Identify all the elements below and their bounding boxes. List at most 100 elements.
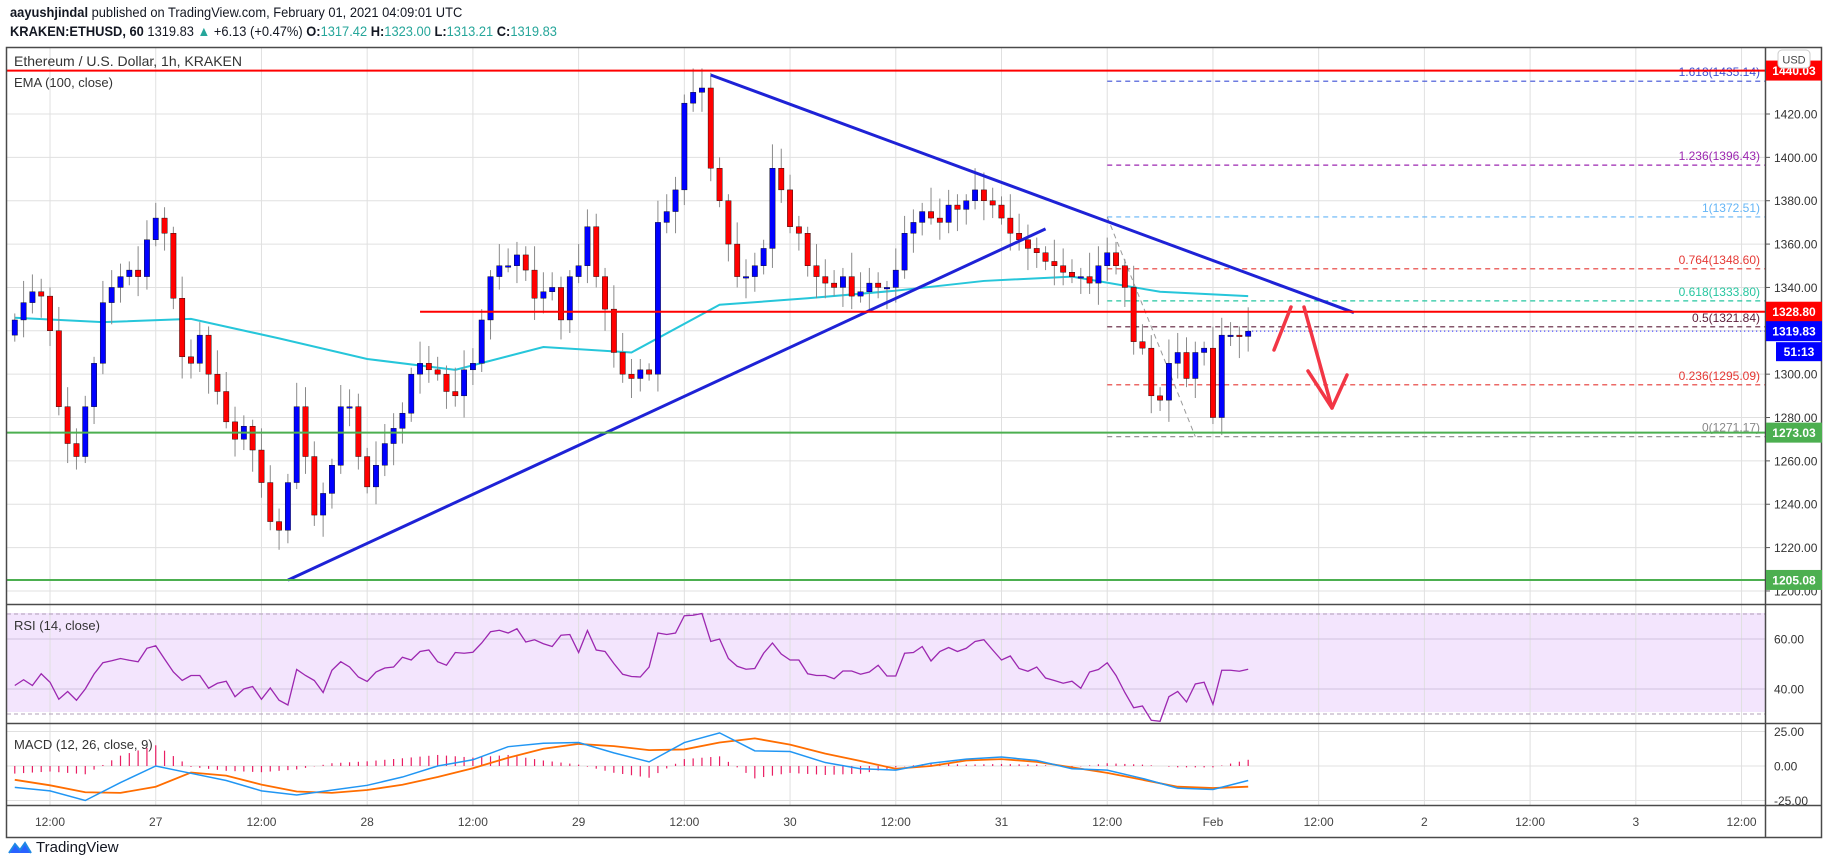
candle[interactable] xyxy=(364,447,371,494)
candle[interactable] xyxy=(1033,237,1040,268)
currency-button[interactable]: USD xyxy=(1777,49,1811,69)
candle[interactable] xyxy=(399,402,406,444)
candle[interactable] xyxy=(628,358,635,399)
candle[interactable] xyxy=(329,458,335,509)
candle[interactable] xyxy=(1130,265,1137,355)
candle[interactable] xyxy=(610,285,617,368)
candle[interactable] xyxy=(566,270,573,333)
candle[interactable] xyxy=(1139,324,1146,355)
candle[interactable] xyxy=(29,274,36,314)
candle[interactable] xyxy=(699,68,705,112)
candle[interactable] xyxy=(434,356,441,381)
candle[interactable] xyxy=(355,393,362,470)
candle[interactable] xyxy=(38,278,45,318)
candle[interactable] xyxy=(1148,335,1155,414)
candle[interactable] xyxy=(408,367,415,422)
candle[interactable] xyxy=(461,350,467,418)
candle[interactable] xyxy=(1210,326,1216,425)
candle[interactable] xyxy=(989,187,996,219)
candle[interactable] xyxy=(707,72,714,182)
candle[interactable] xyxy=(496,244,503,290)
candle[interactable] xyxy=(258,428,265,498)
candle[interactable] xyxy=(646,363,653,381)
candle[interactable] xyxy=(108,270,115,325)
candle[interactable] xyxy=(928,187,934,225)
candle[interactable] xyxy=(866,267,873,310)
candle[interactable] xyxy=(1227,322,1234,346)
candle[interactable] xyxy=(575,244,582,284)
candle[interactable] xyxy=(346,389,353,427)
candle[interactable] xyxy=(910,209,917,253)
author-name[interactable]: aayushjindal xyxy=(10,4,89,20)
candle[interactable] xyxy=(505,248,512,273)
candle[interactable] xyxy=(795,215,802,251)
candle[interactable] xyxy=(892,248,899,303)
candle[interactable] xyxy=(760,239,767,275)
candle[interactable] xyxy=(655,200,661,392)
candle[interactable] xyxy=(1025,224,1031,271)
candle[interactable] xyxy=(980,172,987,221)
candle[interactable] xyxy=(558,276,564,340)
candle[interactable] xyxy=(470,348,476,385)
candle[interactable] xyxy=(214,350,221,405)
candle[interactable] xyxy=(857,272,864,303)
candle[interactable] xyxy=(945,189,952,234)
candle[interactable] xyxy=(672,176,679,234)
trendline[interactable] xyxy=(710,73,1355,314)
candle[interactable] xyxy=(602,267,608,331)
candle[interactable] xyxy=(196,322,203,372)
candle[interactable] xyxy=(531,246,538,320)
candle[interactable] xyxy=(831,270,838,297)
candle[interactable] xyxy=(390,413,397,466)
candle[interactable] xyxy=(593,213,600,288)
candle[interactable] xyxy=(144,220,150,290)
candle[interactable] xyxy=(875,272,882,299)
candle[interactable] xyxy=(584,209,591,284)
candle[interactable] xyxy=(840,267,846,307)
candle[interactable] xyxy=(337,385,344,474)
candle[interactable] xyxy=(998,196,1005,225)
candle[interactable] xyxy=(848,252,855,310)
candle[interactable] xyxy=(320,482,327,537)
candle[interactable] xyxy=(293,382,300,490)
candle[interactable] xyxy=(99,280,106,375)
candle[interactable] xyxy=(55,306,62,416)
candle[interactable] xyxy=(1016,213,1023,251)
candle[interactable] xyxy=(1121,259,1128,307)
candle[interactable] xyxy=(117,263,124,303)
candle[interactable] xyxy=(64,387,71,464)
candle[interactable] xyxy=(514,241,520,284)
candle[interactable] xyxy=(188,339,194,379)
candle[interactable] xyxy=(743,259,749,299)
candle[interactable] xyxy=(1069,259,1075,284)
rsi-legend[interactable]: RSI (14, close) xyxy=(14,618,100,633)
candle[interactable] xyxy=(1174,332,1181,379)
candle[interactable] xyxy=(267,465,274,531)
candle[interactable] xyxy=(152,202,159,247)
candle[interactable] xyxy=(681,94,688,206)
candle[interactable] xyxy=(734,222,741,288)
candle[interactable] xyxy=(884,280,890,310)
candle[interactable] xyxy=(1236,326,1243,359)
candle[interactable] xyxy=(1183,337,1190,388)
candle[interactable] xyxy=(135,246,142,297)
candle[interactable] xyxy=(1113,241,1119,275)
candle[interactable] xyxy=(540,272,547,314)
candle[interactable] xyxy=(452,367,459,407)
candle[interactable] xyxy=(751,252,758,292)
candle[interactable] xyxy=(778,148,785,203)
candle[interactable] xyxy=(91,356,97,425)
candle[interactable] xyxy=(663,194,670,234)
candle[interactable] xyxy=(1042,246,1049,271)
candle[interactable] xyxy=(443,365,450,409)
candle[interactable] xyxy=(1218,317,1225,435)
candle[interactable] xyxy=(11,313,18,342)
candle[interactable] xyxy=(549,272,556,301)
fib-trend-line[interactable] xyxy=(1106,216,1196,437)
candle[interactable] xyxy=(813,244,820,299)
candle[interactable] xyxy=(1165,339,1172,422)
candle[interactable] xyxy=(637,358,644,392)
macd-legend[interactable]: MACD (12, 26, close, 9) xyxy=(14,737,153,752)
candle[interactable] xyxy=(302,387,309,474)
